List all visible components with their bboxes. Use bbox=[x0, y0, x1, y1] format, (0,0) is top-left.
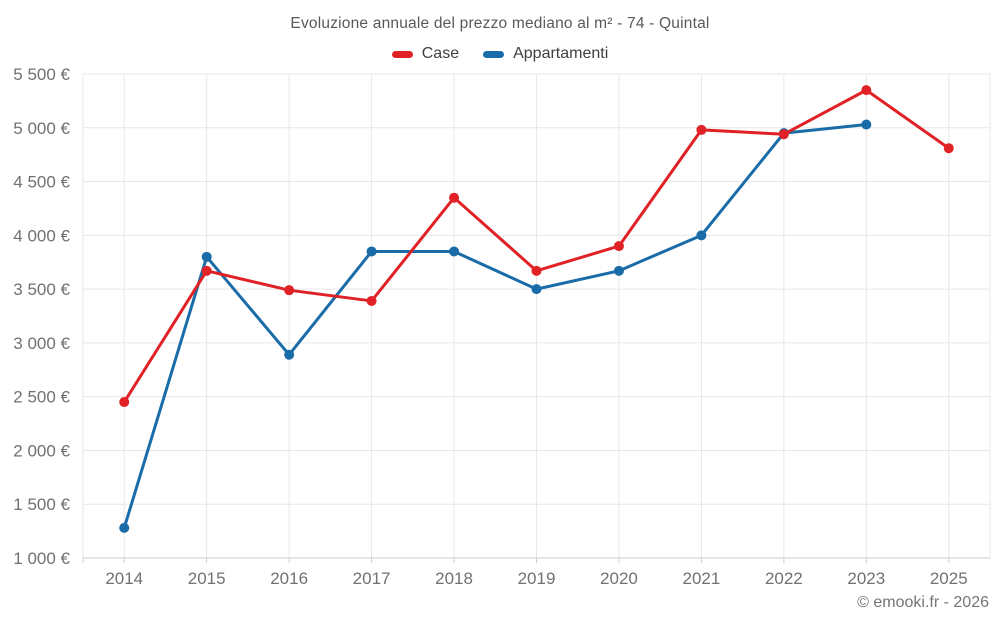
data-point-appartamenti-2023[interactable] bbox=[861, 119, 872, 130]
legend-label-case: Case bbox=[421, 45, 460, 62]
chart-legend: Case Appartamenti bbox=[0, 45, 1000, 63]
data-point-appartamenti-2014[interactable] bbox=[119, 522, 130, 533]
y-axis-tick-label: 2 500 € bbox=[13, 388, 70, 407]
copyright-text: © emooki.fr - 2026 bbox=[857, 594, 989, 611]
data-point-case-2018[interactable] bbox=[449, 192, 460, 203]
data-point-case-2016[interactable] bbox=[284, 285, 295, 296]
legend-swatch-case bbox=[391, 50, 413, 58]
legend-item-case[interactable]: Case bbox=[391, 45, 460, 63]
x-axis-tick-label: 2019 bbox=[518, 569, 556, 588]
data-point-case-2014[interactable] bbox=[119, 397, 130, 408]
data-point-case-2020[interactable] bbox=[613, 241, 624, 252]
y-axis-tick-label: 4 000 € bbox=[13, 226, 70, 245]
x-axis-tick-label: 2017 bbox=[353, 569, 391, 588]
x-axis-tick-label: 2025 bbox=[930, 569, 968, 588]
data-point-case-2023[interactable] bbox=[861, 85, 872, 96]
data-point-appartamenti-2021[interactable] bbox=[696, 230, 707, 241]
data-point-case-2022[interactable] bbox=[778, 129, 789, 140]
x-axis-tick-label: 2020 bbox=[600, 569, 638, 588]
legend-swatch-appartamenti bbox=[483, 50, 505, 58]
data-point-appartamenti-2018[interactable] bbox=[449, 246, 460, 257]
x-axis-tick-label: 2022 bbox=[765, 569, 803, 588]
y-axis-tick-label: 1 500 € bbox=[13, 495, 70, 514]
y-axis-tick-label: 3 500 € bbox=[13, 280, 70, 299]
data-point-appartamenti-2017[interactable] bbox=[366, 246, 377, 257]
data-point-appartamenti-2020[interactable] bbox=[613, 265, 624, 276]
y-axis-tick-label: 1 000 € bbox=[13, 549, 70, 568]
data-point-appartamenti-2015[interactable] bbox=[201, 251, 212, 262]
data-point-case-2019[interactable] bbox=[531, 265, 542, 276]
series-line-appartamenti bbox=[122, 123, 868, 530]
x-axis-tick-label: 2015 bbox=[188, 569, 226, 588]
data-point-case-2025[interactable] bbox=[943, 143, 954, 154]
y-axis-tick-label: 5 500 € bbox=[13, 65, 70, 84]
chart-title: Evoluzione annuale del prezzo mediano al… bbox=[290, 15, 710, 32]
data-point-case-2017[interactable] bbox=[366, 295, 377, 306]
x-axis-tick-label: 2021 bbox=[682, 569, 720, 588]
y-axis-tick-label: 3 000 € bbox=[13, 334, 70, 353]
x-axis-tick-label: 2018 bbox=[435, 569, 473, 588]
x-axis-tick-label: 2016 bbox=[270, 569, 308, 588]
data-point-case-2015[interactable] bbox=[201, 265, 212, 276]
legend-label-appartamenti: Appartamenti bbox=[513, 45, 609, 62]
data-point-case-2021[interactable] bbox=[696, 124, 707, 135]
y-axis-tick-label: 4 500 € bbox=[13, 173, 70, 192]
data-point-appartamenti-2019[interactable] bbox=[531, 284, 542, 295]
legend-item-appartamenti[interactable]: Appartamenti bbox=[483, 45, 608, 63]
data-point-appartamenti-2016[interactable] bbox=[284, 349, 295, 360]
y-axis-tick-label: 2 000 € bbox=[13, 441, 70, 460]
x-axis-tick-label: 2014 bbox=[105, 569, 143, 588]
y-axis-tick-label: 5 000 € bbox=[13, 119, 70, 138]
x-axis-tick-label: 2023 bbox=[847, 569, 885, 588]
